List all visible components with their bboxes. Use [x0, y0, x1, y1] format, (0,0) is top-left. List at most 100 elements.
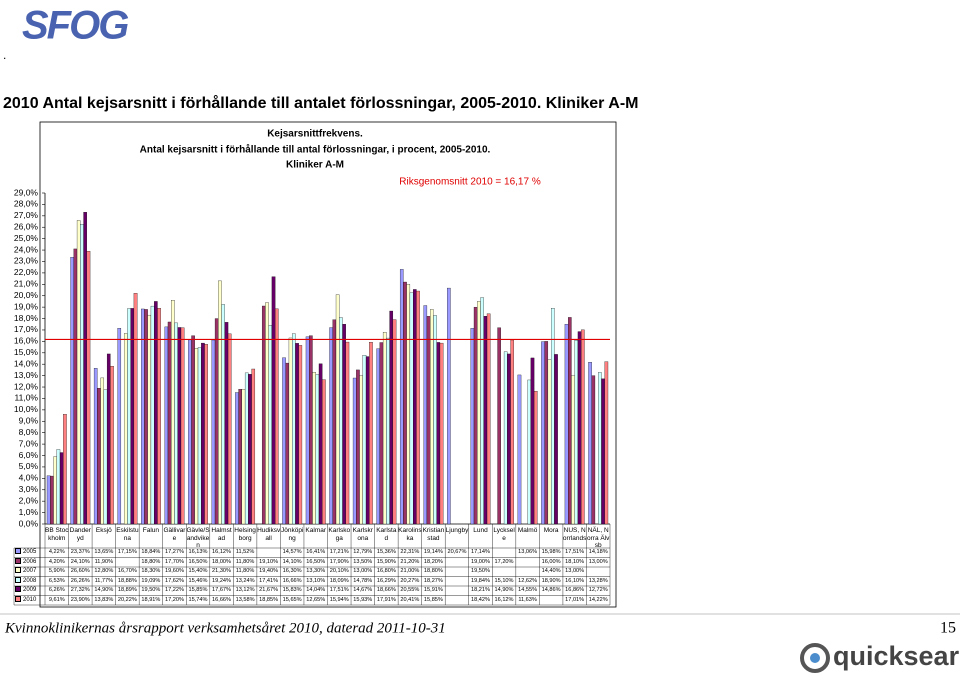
x-tick-label: Lund — [473, 527, 488, 534]
table-cell: 19,50% — [141, 587, 161, 593]
table-cell: 17,51% — [329, 587, 349, 593]
table-cell: 18,88% — [117, 577, 137, 584]
table-cell: 14,90% — [494, 587, 514, 593]
table-cell: 16,80% — [376, 568, 396, 574]
bar — [497, 327, 501, 525]
dot: . — [3, 48, 6, 62]
y-tick-label: 19,0% — [14, 301, 39, 311]
bar — [510, 339, 514, 525]
bar — [430, 309, 434, 525]
table-cell: 18,90% — [541, 577, 561, 584]
bar — [46, 475, 51, 525]
bar — [244, 372, 249, 525]
bar — [604, 361, 609, 525]
page-heading: 2010 Antal kejsarsnitt i förhållande til… — [3, 94, 638, 112]
bar — [76, 220, 81, 525]
bar — [564, 323, 569, 525]
bar — [439, 342, 444, 525]
table-cell: 18,30% — [141, 568, 161, 574]
table-cell: 20,67% — [447, 549, 467, 555]
bar — [477, 301, 481, 525]
table-cell: 17,67% — [212, 587, 232, 593]
x-tick-label: Eksjö — [95, 527, 112, 534]
table-cell: 14,22% — [588, 596, 608, 603]
table-cell: 14,04% — [306, 587, 326, 593]
table-cell: 13,24% — [235, 577, 255, 584]
bar — [174, 322, 178, 525]
bar — [365, 356, 370, 525]
bar — [376, 348, 380, 525]
table-cell: 17,90% — [329, 558, 349, 565]
table-cell: 18,00% — [212, 558, 232, 565]
table-cell: 15,46% — [188, 577, 208, 584]
bar — [312, 372, 316, 525]
bar — [386, 337, 390, 525]
table-cell: 16,12% — [494, 596, 514, 603]
table-cell: 13,12% — [235, 587, 255, 593]
bar — [154, 301, 158, 525]
bar — [530, 357, 535, 525]
bar — [218, 280, 222, 525]
y-tick-label: 23,0% — [14, 256, 39, 266]
bar — [379, 342, 384, 525]
bar — [601, 378, 605, 525]
table-cell: 14,90% — [94, 587, 114, 593]
table-cell: 17,41% — [259, 577, 279, 584]
table-cell: 19,00% — [471, 558, 490, 565]
table-cell: 26,60% — [70, 568, 90, 574]
x-tick-label: NÄL, Norra Älvsb — [587, 527, 610, 549]
bar — [423, 305, 428, 525]
legend-key — [15, 576, 21, 583]
table-cell: 12,62% — [518, 577, 538, 584]
legend-key — [15, 567, 21, 574]
x-tick-label: BB Stockholm — [45, 527, 69, 542]
table-cell: 17,91% — [376, 596, 396, 603]
bar — [56, 449, 61, 525]
legend-label: 2007 — [23, 568, 37, 574]
y-tick-label: 17,0% — [14, 324, 39, 334]
bar — [86, 251, 91, 525]
brand-icon-dot — [810, 653, 820, 663]
bar — [167, 321, 172, 525]
table-cell: 17,01% — [565, 596, 585, 603]
table-cell: 16,12% — [212, 549, 232, 555]
table-cell: 20,10% — [329, 568, 349, 574]
y-tick-label: 26,0% — [14, 221, 39, 231]
table-cell: 24,10% — [70, 558, 90, 565]
table-cell: 19,40% — [259, 568, 279, 574]
bar — [110, 365, 114, 525]
chart-title: Antal kejsarsnitt i förhållande till ant… — [140, 144, 491, 156]
bar — [150, 305, 155, 525]
x-tick-label: Ljungby — [445, 527, 469, 534]
table-cell: 19,24% — [212, 577, 232, 584]
table-cell: 14,67% — [353, 587, 373, 593]
table-cell: 17,15% — [117, 549, 137, 555]
bar — [399, 269, 404, 525]
bar — [50, 475, 54, 525]
x-tick-label: NUS, Norrlands — [562, 527, 587, 542]
bar — [547, 359, 552, 525]
legend-key — [15, 557, 21, 564]
x-tick-label: Danderyd — [69, 527, 91, 542]
bar — [130, 308, 135, 525]
bar — [241, 389, 246, 525]
table-cell: 5,90% — [48, 568, 65, 574]
chart-title: Kliniker A-M — [286, 160, 344, 171]
legend-entry: 2008 — [15, 576, 36, 587]
bar — [309, 335, 313, 525]
table-cell: 14,78% — [353, 577, 373, 584]
bar — [288, 337, 293, 525]
table-cell: 11,80% — [235, 558, 255, 565]
table-cell: 16,29% — [376, 577, 396, 584]
page-number: 15 — [940, 620, 956, 637]
table-cell: 12,79% — [353, 549, 373, 555]
bar — [141, 308, 145, 525]
table-cell: 4,22% — [48, 549, 65, 555]
bar — [447, 287, 451, 525]
table-cell: 17,20% — [494, 558, 514, 565]
bar — [588, 362, 592, 525]
bar — [389, 310, 394, 525]
bar — [201, 342, 205, 525]
bar — [409, 292, 414, 525]
table-cell: 18,10% — [565, 558, 585, 565]
